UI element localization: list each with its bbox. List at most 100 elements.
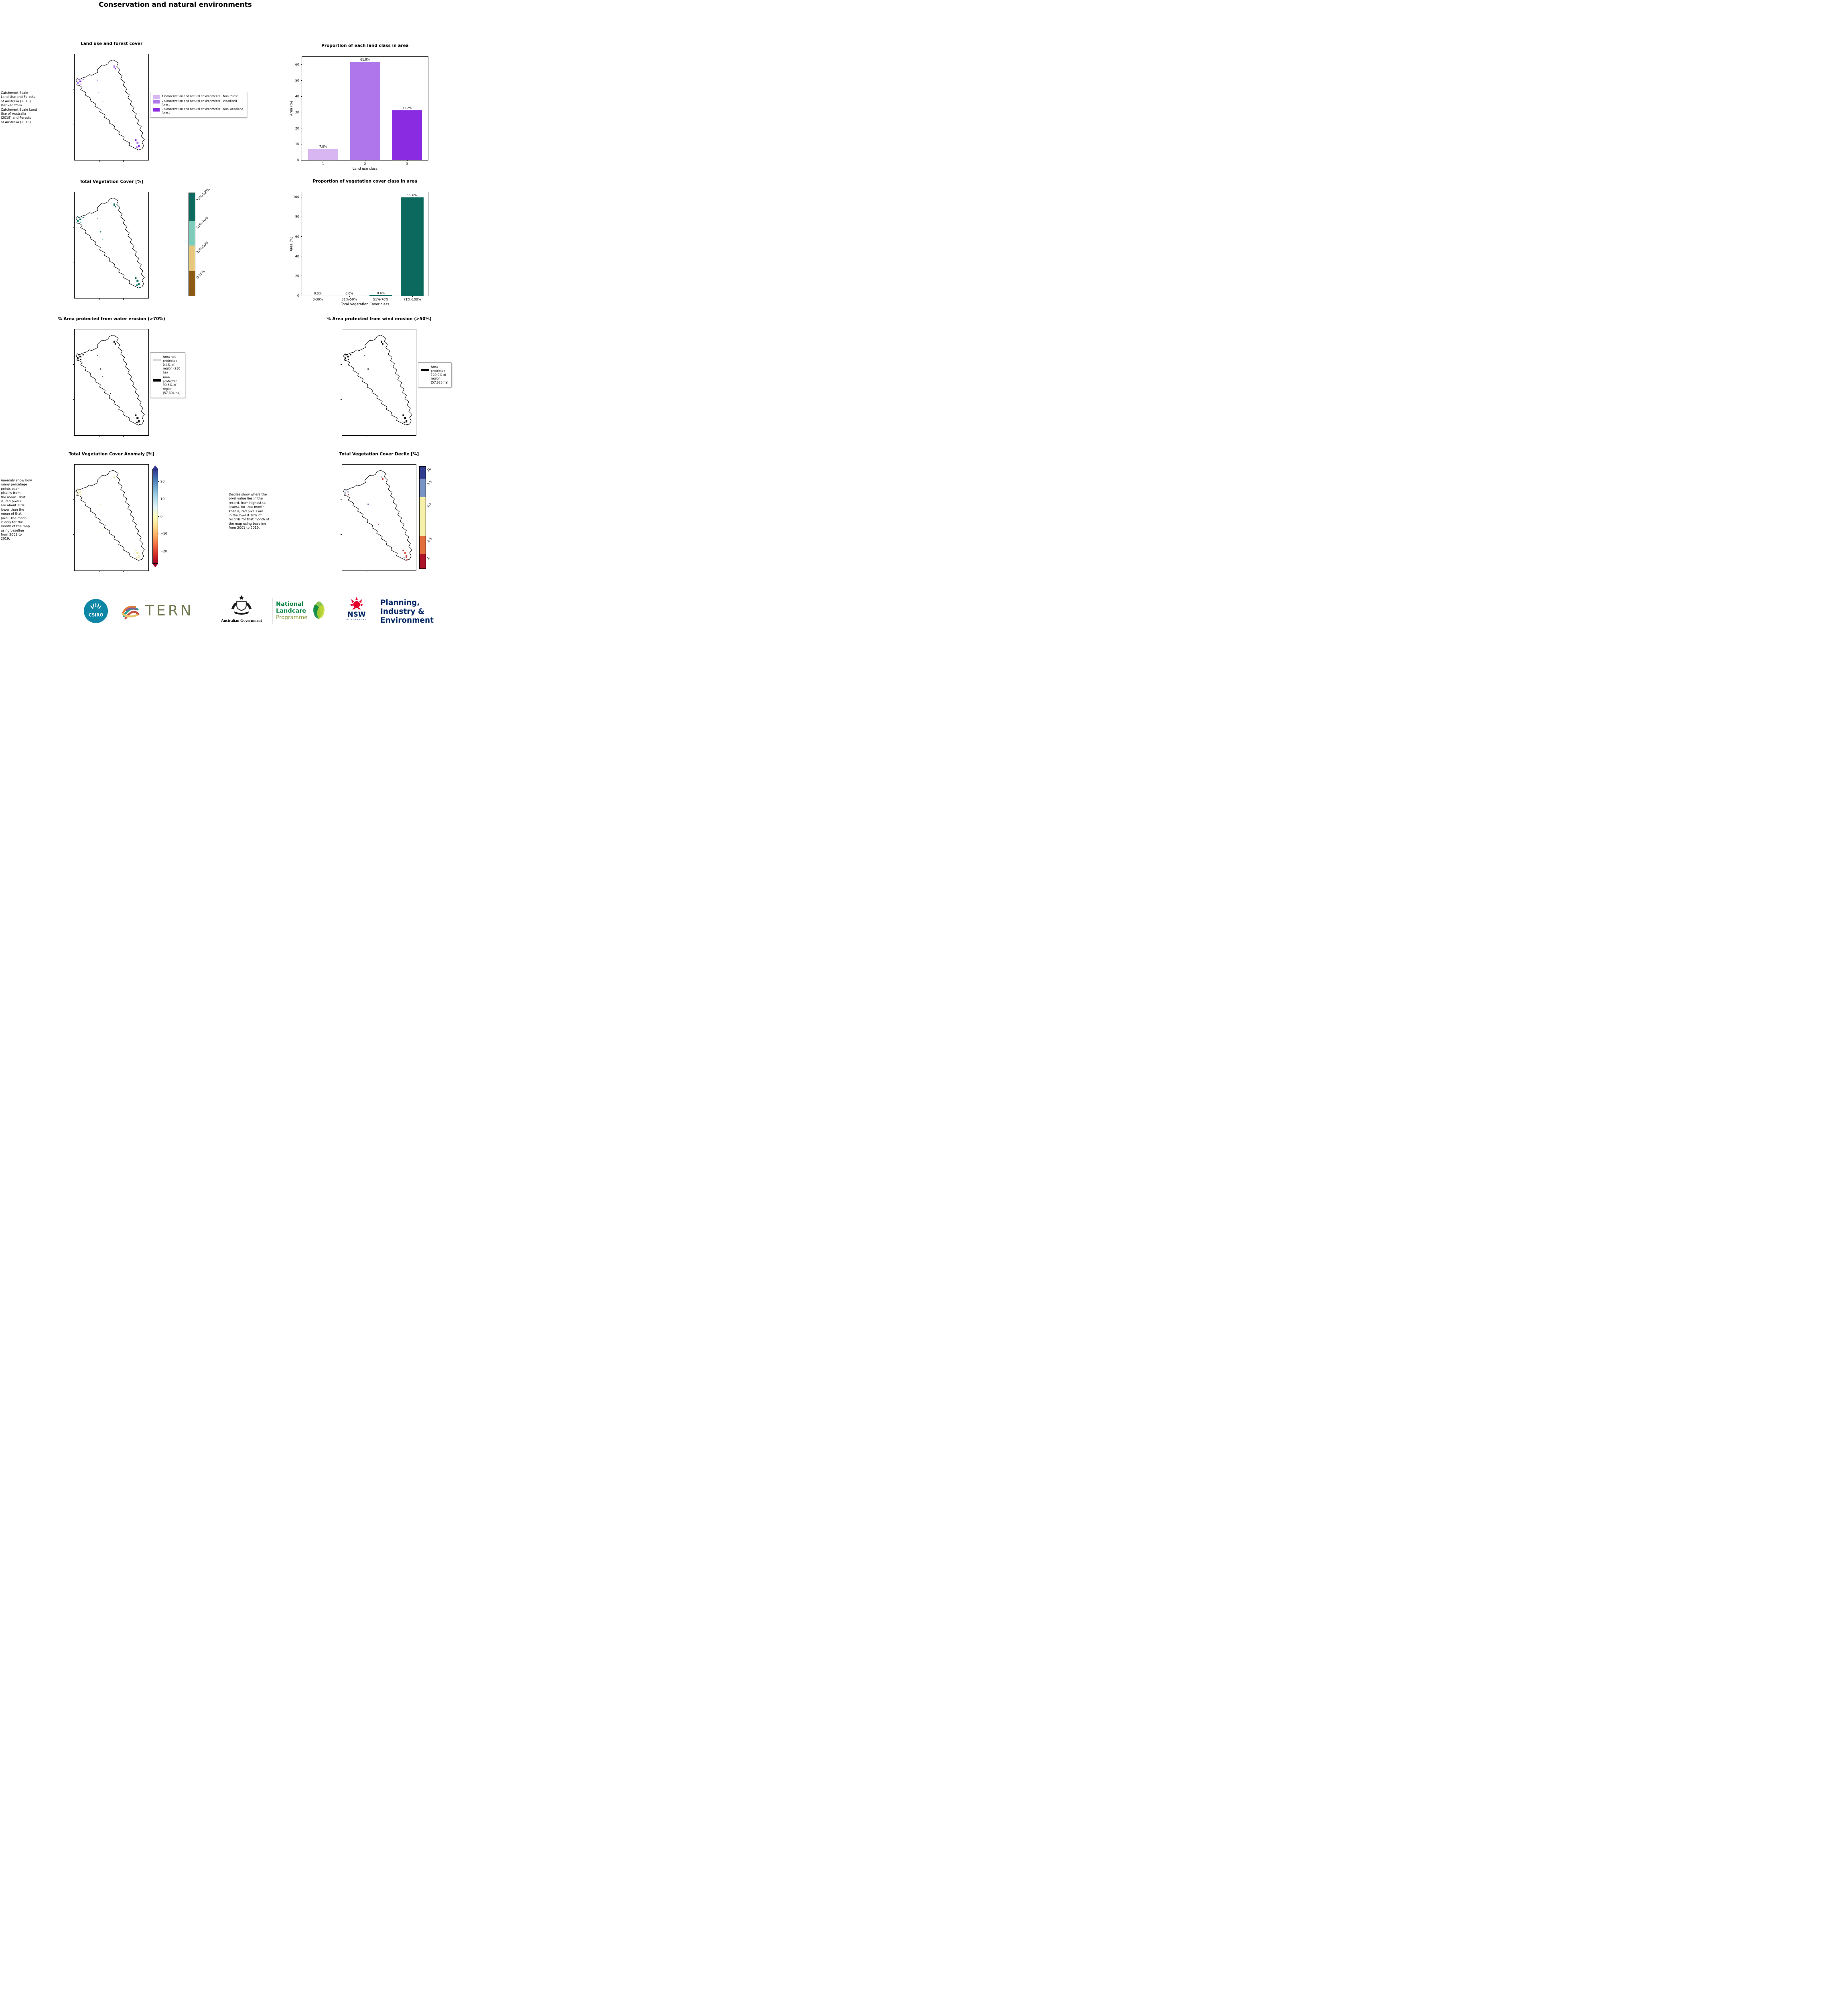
bar-slot: 0.0% 31%-50% bbox=[334, 192, 365, 301]
colorbar-tick-mark bbox=[158, 481, 159, 482]
colorbar-tick-label: 10 bbox=[160, 497, 165, 501]
legend-swatch bbox=[153, 100, 160, 104]
anomaly-pixels bbox=[77, 476, 140, 558]
map-y-tick bbox=[341, 534, 342, 535]
y-tick-label: 0 bbox=[297, 294, 299, 298]
decile-map-title: Total Vegetation Cover Decile [%] bbox=[339, 452, 419, 457]
landuse-pixels bbox=[77, 65, 140, 150]
csiro-logo: CSIRO bbox=[83, 599, 108, 623]
colorbar-segment-label: 4-7 bbox=[426, 502, 433, 509]
anomaly-map-title: Total Vegetation Cover Anomaly [%] bbox=[69, 452, 154, 457]
water-erosion-map bbox=[73, 329, 149, 437]
bar-slot: 99.6% 71%-100% bbox=[397, 192, 428, 301]
colorbar-tick-label: −20 bbox=[160, 549, 167, 553]
colorbar-segment: 8-9 bbox=[420, 479, 432, 497]
landcare-wordmark: National Landcare Programme bbox=[276, 601, 307, 621]
x-tick-label: 71%-100% bbox=[403, 298, 421, 301]
csiro-logo-svg: CSIRO bbox=[83, 599, 108, 623]
legend-entry: 3 Conservation and natural environments … bbox=[153, 108, 244, 115]
legend-label: Area protected 99.6% of region (57,394 h… bbox=[163, 375, 181, 395]
map-y-tick bbox=[73, 499, 74, 500]
y-tick-label: 10 bbox=[295, 142, 299, 146]
y-tick-label: 20 bbox=[295, 274, 299, 278]
y-tick-label: 30 bbox=[295, 110, 299, 114]
australian-government-crest-icon bbox=[225, 595, 258, 617]
landcare-line1: National bbox=[276, 601, 304, 607]
water-erosion-map-svg bbox=[75, 335, 145, 426]
legend-entry: 1 Conservation and natural environments … bbox=[153, 95, 244, 99]
colorbar-arrow-up bbox=[152, 465, 158, 469]
colorbar-segment: 51%-70% bbox=[189, 216, 209, 246]
x-tick-label: 2 bbox=[364, 162, 366, 166]
csiro-wordmark: CSIRO bbox=[89, 613, 103, 618]
colorbar-segment: 31%-50% bbox=[189, 241, 209, 271]
nsw-waratah-icon bbox=[349, 597, 364, 610]
nsw-government-label: GOVERNMENT bbox=[346, 618, 367, 621]
colorbar-segment: 2-3 bbox=[420, 536, 432, 554]
y-axis-label: Area (%) bbox=[290, 101, 294, 116]
x-tick-label: 31%-50% bbox=[341, 298, 357, 301]
colorbar-segment-label: 0-30% bbox=[195, 270, 206, 280]
wind-erosion-pixels bbox=[344, 341, 408, 425]
colorbar-tick-mark bbox=[158, 516, 159, 517]
colorbar-segment-label: 1 bbox=[426, 556, 430, 560]
y-tick-label: 40 bbox=[295, 254, 299, 258]
landuse-source-note: Catchment Scale Land Use and Forests of … bbox=[1, 91, 37, 124]
map-y-tick bbox=[73, 364, 74, 365]
y-tick-label: 60 bbox=[295, 235, 299, 239]
map-y-tick bbox=[341, 364, 342, 365]
legend-entry: 2 Conservation and natural environments … bbox=[153, 99, 244, 107]
x-tick-label: 51%-70% bbox=[373, 298, 389, 301]
x-tick-mark bbox=[412, 296, 413, 297]
map-x-tick bbox=[123, 571, 124, 572]
planning-line1: Planning, bbox=[380, 599, 420, 607]
x-tick-mark bbox=[349, 296, 350, 297]
legend-swatch bbox=[153, 379, 161, 382]
vegcover-colorbar: 71%-100% 51%-70% 31%-50% 0-30% bbox=[189, 187, 211, 296]
legend-swatch bbox=[153, 95, 160, 99]
x-tick-mark bbox=[407, 160, 408, 161]
y-tick-mark bbox=[301, 96, 302, 97]
tern-emblem-icon bbox=[120, 601, 142, 621]
y-tick-mark bbox=[301, 80, 302, 81]
x-tick-label: 1 bbox=[322, 162, 324, 166]
landcare-line2: Landcare bbox=[276, 607, 306, 614]
decile-map-svg bbox=[343, 470, 412, 561]
y-tick-label: 50 bbox=[295, 79, 299, 83]
bar: 99.6% bbox=[401, 193, 424, 296]
nsw-government-logo: NSW GOVERNMENT bbox=[341, 596, 372, 621]
x-tick-label: 3 bbox=[406, 162, 408, 166]
legend-label: Area protected 100.0% of region (57,625 … bbox=[431, 365, 448, 384]
decile-note: Deciles show where the pixel value lies … bbox=[229, 493, 269, 530]
vegcover-map-svg bbox=[75, 197, 145, 288]
colorbar-segment: 4-7 bbox=[420, 497, 432, 536]
chart-title: Proportion of each land class in area bbox=[321, 43, 409, 48]
bar: 0.4% bbox=[369, 291, 392, 296]
map-y-tick bbox=[73, 534, 74, 535]
legend-entry: Area protected 100.0% of region (57,625 … bbox=[421, 365, 449, 385]
colorbar-arrow-down bbox=[152, 564, 158, 567]
bar-value-label: 31.2% bbox=[402, 106, 412, 110]
anomaly-note: Anomaly show how many percetage points e… bbox=[1, 479, 32, 541]
colorbar-segment-label: 71%-100% bbox=[195, 187, 211, 202]
bar-slot: 31.2% 3 bbox=[386, 57, 428, 166]
x-tick-label: 0-30% bbox=[312, 298, 323, 301]
legend-label: 1 Conservation and natural environments … bbox=[162, 95, 238, 98]
wind-erosion-title: % Area protected from wind erosion (>50%… bbox=[327, 317, 432, 321]
bar-series: 7.0% 1 61.8% 2 31.2% 3 bbox=[302, 57, 428, 166]
legend-label: 3 Conservation and natural environments … bbox=[162, 108, 243, 115]
colorbar-gradient: 20 10 0 −10 −20 bbox=[152, 469, 167, 564]
vegcover-map-title: Total Vegetation Cover [%] bbox=[79, 179, 144, 184]
map-y-tick bbox=[73, 399, 74, 400]
legend-swatch bbox=[153, 108, 160, 112]
y-tick-label: 100 bbox=[293, 195, 299, 199]
colorbar-tick-label: 20 bbox=[160, 479, 165, 483]
landuse-map bbox=[73, 54, 149, 162]
y-tick-mark bbox=[301, 236, 302, 237]
bar-value-label: 0.0% bbox=[314, 292, 322, 295]
landuse-map-svg bbox=[75, 59, 145, 150]
chart-title: Proportion of vegetation cover class in … bbox=[312, 179, 418, 184]
anomaly-map-svg bbox=[75, 470, 145, 561]
wind-erosion-map bbox=[341, 329, 416, 437]
legend-label: Area not protected 0.4% of region (230 h… bbox=[163, 355, 181, 374]
